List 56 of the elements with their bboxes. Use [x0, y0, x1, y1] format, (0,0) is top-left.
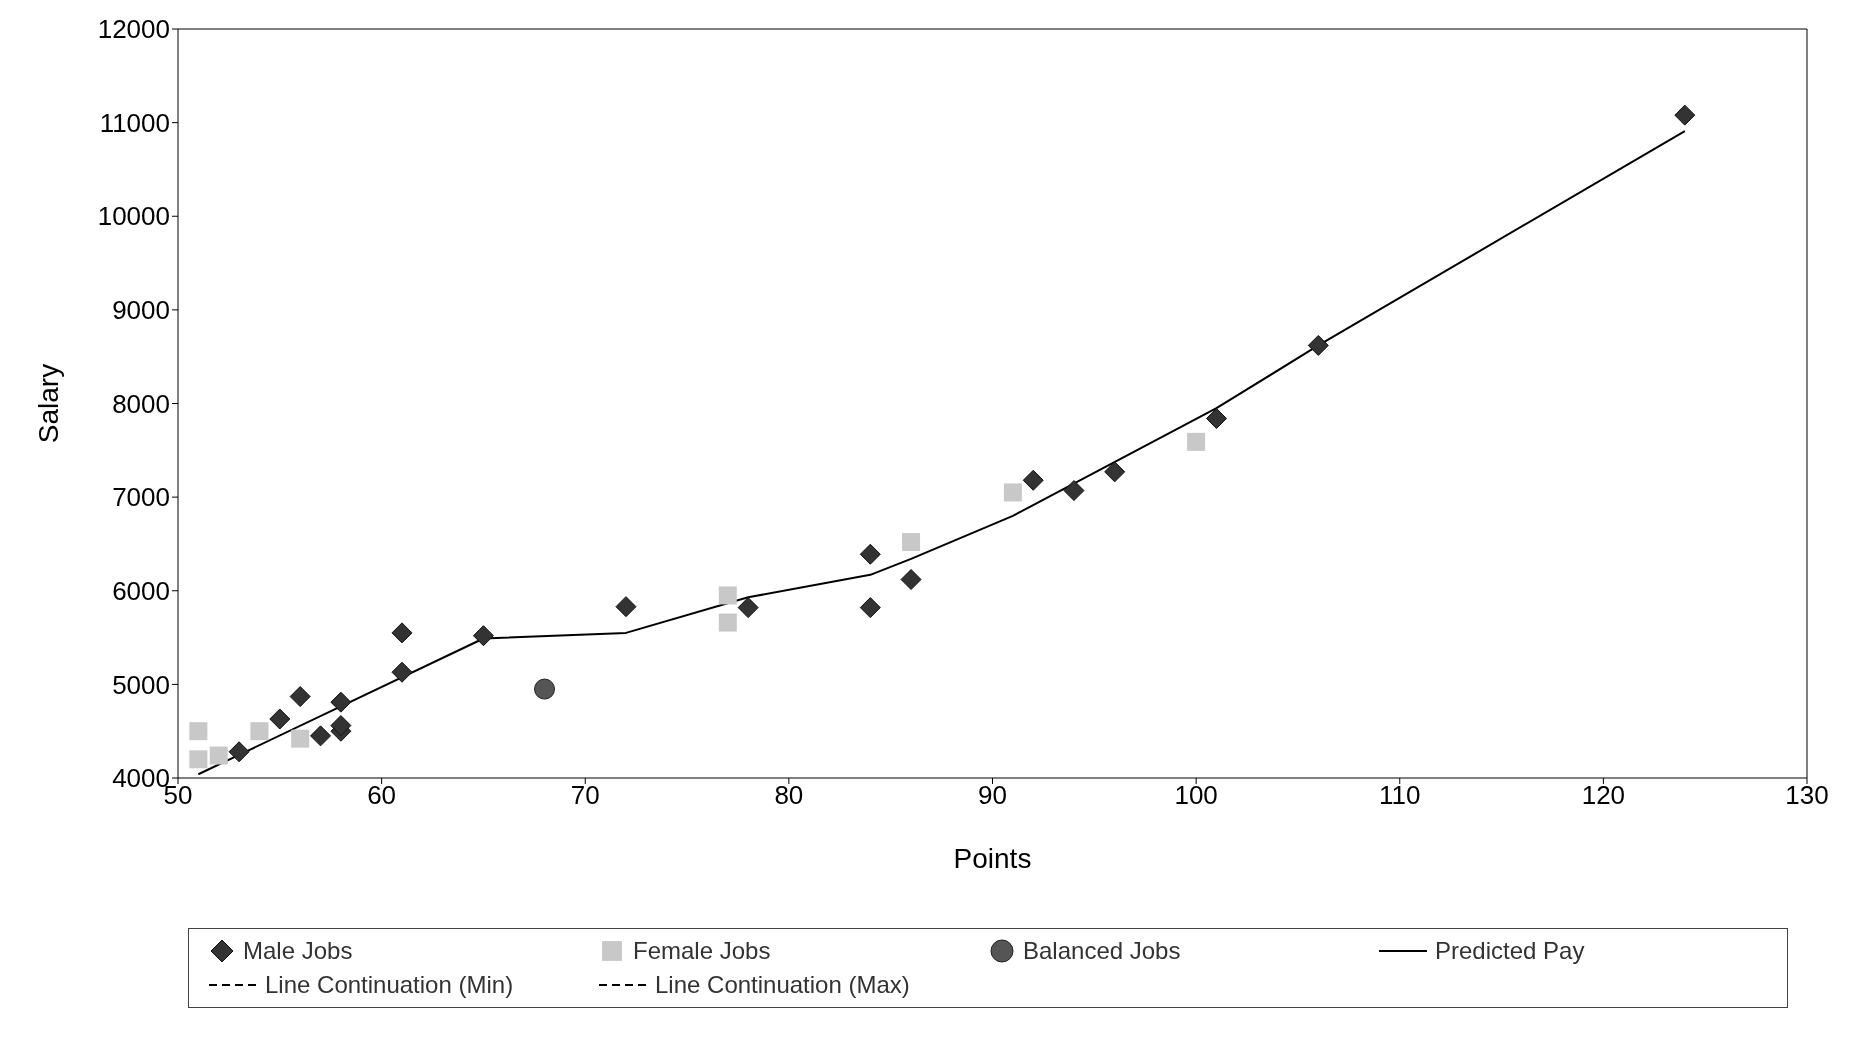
- point: [209, 746, 228, 765]
- point: [250, 722, 269, 741]
- legend-label: Male Jobs: [243, 937, 353, 965]
- point: [534, 678, 556, 700]
- x-tick-label: 70: [570, 780, 600, 811]
- point: [1187, 432, 1206, 451]
- y-tick-label: 6000: [112, 575, 170, 606]
- point: [718, 613, 737, 632]
- y-tick-label: 7000: [112, 482, 170, 513]
- point: [1205, 407, 1227, 429]
- point: [1674, 104, 1696, 126]
- point: [859, 597, 881, 619]
- point: [291, 729, 310, 748]
- line-series: [197, 130, 1686, 776]
- legend-label: Line Continuation (Max): [655, 971, 910, 999]
- point: [902, 533, 921, 552]
- x-tick-label: 100: [1174, 780, 1218, 811]
- point: [391, 622, 413, 644]
- x-tick-label: 120: [1581, 780, 1626, 811]
- legend-label: Line Continuation (Min): [265, 971, 514, 999]
- x-axis-title: Points: [953, 843, 1032, 874]
- point: [900, 569, 922, 591]
- y-tick-label: 10000: [97, 201, 170, 232]
- point: [1104, 461, 1126, 483]
- legend-label: Balanced Jobs: [1023, 937, 1181, 965]
- y-tick-label: 12000: [97, 14, 170, 45]
- x-tick-label: 90: [978, 780, 1007, 811]
- x-tick-label: 80: [774, 780, 804, 811]
- y-tick-label: 8000: [112, 388, 170, 419]
- point: [737, 597, 759, 619]
- point: [859, 543, 881, 565]
- x-tick-label: 60: [367, 780, 397, 811]
- y-axis-title: Salary: [32, 363, 64, 444]
- y-tick-label: 11000: [99, 107, 170, 138]
- legend-label: Predicted Pay: [1435, 937, 1585, 965]
- point: [718, 586, 737, 605]
- x-tick-label: 110: [1379, 780, 1421, 811]
- point: [228, 741, 250, 763]
- point: [1307, 334, 1329, 356]
- point: [1022, 469, 1044, 491]
- point: [269, 708, 291, 730]
- point: [310, 725, 332, 747]
- y-tick-label: 9000: [112, 295, 170, 326]
- point: [1003, 483, 1022, 502]
- point: [289, 686, 311, 708]
- point: [391, 661, 413, 683]
- legend-label: Female Jobs: [633, 937, 771, 965]
- point: [615, 596, 637, 618]
- x-tick-label: 130: [1785, 780, 1829, 811]
- y-tick-label: 5000: [112, 669, 170, 700]
- point: [330, 715, 352, 737]
- point: [472, 625, 494, 647]
- point: [330, 691, 352, 713]
- point: [189, 722, 208, 741]
- point: [189, 750, 208, 769]
- point: [1063, 480, 1085, 502]
